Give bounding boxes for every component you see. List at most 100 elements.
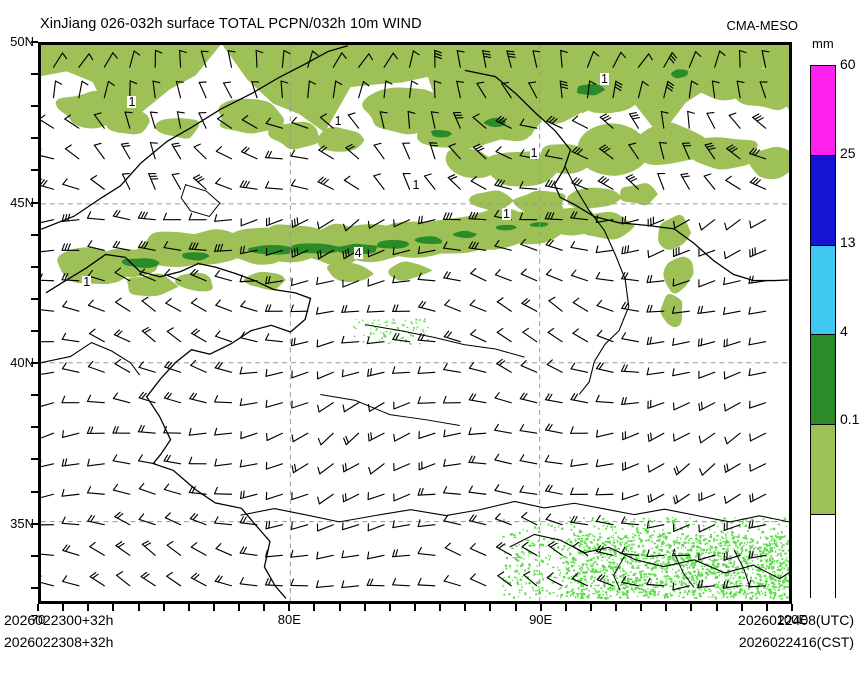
wind-barb xyxy=(316,523,334,532)
wind-barb xyxy=(417,396,436,404)
wind-barb xyxy=(198,112,207,129)
colorbar[interactable] xyxy=(810,65,836,604)
wind-barb xyxy=(114,358,131,373)
colorbar-segment[interactable] xyxy=(811,245,835,336)
y-axis-tick xyxy=(31,394,38,397)
wind-barb xyxy=(164,361,182,373)
wind-barb xyxy=(749,219,767,229)
wind-barb xyxy=(241,146,258,160)
wind-barb xyxy=(393,401,411,410)
wind-barb xyxy=(240,431,258,440)
wind-barb xyxy=(622,431,639,441)
wind-barb xyxy=(291,400,309,409)
wind-barb xyxy=(264,577,283,587)
x-axis-tick xyxy=(363,604,366,611)
y-axis-tick xyxy=(31,490,38,493)
wind-barb xyxy=(373,142,385,160)
colorbar-segment[interactable] xyxy=(811,155,835,246)
wind-barb xyxy=(240,218,258,227)
wind-barb xyxy=(546,115,563,129)
wind-barb xyxy=(291,521,309,530)
wind-barb xyxy=(188,485,207,495)
wind-barb xyxy=(494,269,512,282)
wind-barb xyxy=(121,172,131,190)
wind-barb xyxy=(672,337,690,346)
wind-barb xyxy=(190,359,207,373)
wind-barb xyxy=(41,553,55,556)
wind-barb xyxy=(316,339,334,348)
wind-barb xyxy=(468,211,487,221)
wind-barb xyxy=(214,486,233,495)
y-axis-tick xyxy=(31,265,38,268)
x-axis-tick xyxy=(439,604,442,611)
wind-barb xyxy=(494,453,512,465)
contour-value-label: 1 xyxy=(333,114,343,129)
contour-value-label: 1 xyxy=(127,94,137,109)
colorbar-segment[interactable] xyxy=(811,515,835,604)
wind-barb xyxy=(621,245,639,255)
wind-barb xyxy=(342,279,360,288)
wind-barb xyxy=(112,392,131,404)
wind-barb xyxy=(519,485,538,495)
wind-barb xyxy=(494,178,512,190)
wind-barb xyxy=(141,540,156,556)
colorbar-segment[interactable] xyxy=(811,66,835,156)
wind-barb xyxy=(698,432,716,444)
wind-barb xyxy=(149,142,158,160)
wind-barb xyxy=(519,118,538,129)
wind-barb xyxy=(290,149,309,160)
wind-barb xyxy=(443,514,461,526)
map-plot-area[interactable]: 1 1 1 1 1 1 1 4 xyxy=(38,42,792,604)
wind-barb xyxy=(494,423,512,434)
y-axis-tick xyxy=(31,522,38,525)
wind-barb xyxy=(140,571,156,587)
wind-barb xyxy=(113,329,131,343)
wind-barb xyxy=(749,493,767,503)
wind-barb xyxy=(154,49,163,68)
wind-barb xyxy=(392,366,411,374)
wind-barb xyxy=(521,298,538,312)
wind-barb xyxy=(663,52,678,68)
wind-barb xyxy=(748,579,767,588)
wind-barb xyxy=(625,174,639,190)
wind-barb xyxy=(163,454,182,465)
wind-barb xyxy=(264,304,283,312)
wind-barb xyxy=(141,327,156,343)
wind-barb xyxy=(672,246,690,257)
wind-barb xyxy=(672,402,690,411)
wind-barb xyxy=(547,541,563,556)
wind-barb xyxy=(598,144,614,160)
wind-barb xyxy=(41,114,55,129)
wind-barb xyxy=(544,393,563,404)
wind-barb xyxy=(86,211,105,221)
wind-barb xyxy=(723,463,741,473)
wind-barb xyxy=(752,113,767,129)
x-axis-tick xyxy=(187,604,190,611)
wind-barb xyxy=(383,80,393,99)
wind-barb xyxy=(418,300,436,312)
wind-barb xyxy=(646,336,665,346)
x-axis-tick xyxy=(338,604,341,611)
wind-barb xyxy=(571,115,589,129)
wind-barb xyxy=(112,240,131,251)
wind-barb xyxy=(723,521,741,532)
wind-barb xyxy=(78,80,89,99)
colorbar-segment[interactable] xyxy=(811,425,835,516)
wind-barb xyxy=(64,114,80,129)
map-canvas xyxy=(41,45,789,601)
wind-barb xyxy=(392,549,411,558)
wind-barb xyxy=(62,300,80,312)
wind-barb xyxy=(227,50,236,68)
wind-barb xyxy=(343,175,360,190)
wind-barb xyxy=(595,271,614,282)
wind-barb xyxy=(660,111,669,129)
wind-barb xyxy=(522,327,538,343)
wind-barb xyxy=(444,299,461,312)
wind-barb xyxy=(595,214,614,223)
wind-barb xyxy=(671,306,690,314)
wind-barb xyxy=(392,332,411,343)
wind-barb xyxy=(726,144,741,160)
colorbar-segment[interactable] xyxy=(811,335,835,426)
wind-barb xyxy=(520,360,538,373)
wind-barb xyxy=(137,211,156,221)
